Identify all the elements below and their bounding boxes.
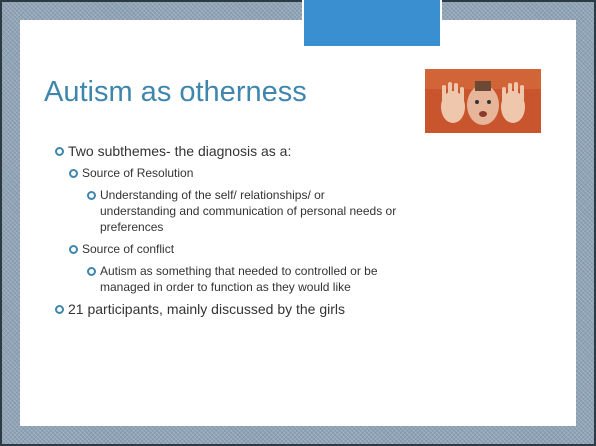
- bullet-marker: [87, 191, 96, 200]
- bullet-marker: [87, 267, 96, 276]
- bullet-text: Understanding of the self/ relationships…: [100, 187, 400, 235]
- photo: [425, 69, 541, 133]
- bullet-text: Source of conflict: [82, 241, 442, 257]
- bullet-marker: [55, 305, 64, 314]
- bullet-text: Two subthemes- the diagnosis as a:: [68, 143, 428, 159]
- header-tab: [302, 0, 442, 48]
- bullet-text: Autism as something that needed to contr…: [100, 263, 400, 295]
- bullet-marker: [69, 245, 78, 254]
- bullet-marker: [55, 147, 64, 156]
- slide-title: Autism as otherness: [44, 76, 307, 109]
- bullet-marker: [69, 169, 78, 178]
- bullet-text: Source of Resolution: [82, 165, 442, 181]
- bullet-text: 21 participants, mainly discussed by the…: [68, 301, 428, 317]
- slide: Autism as otherness Two subthemes- the d…: [0, 0, 596, 446]
